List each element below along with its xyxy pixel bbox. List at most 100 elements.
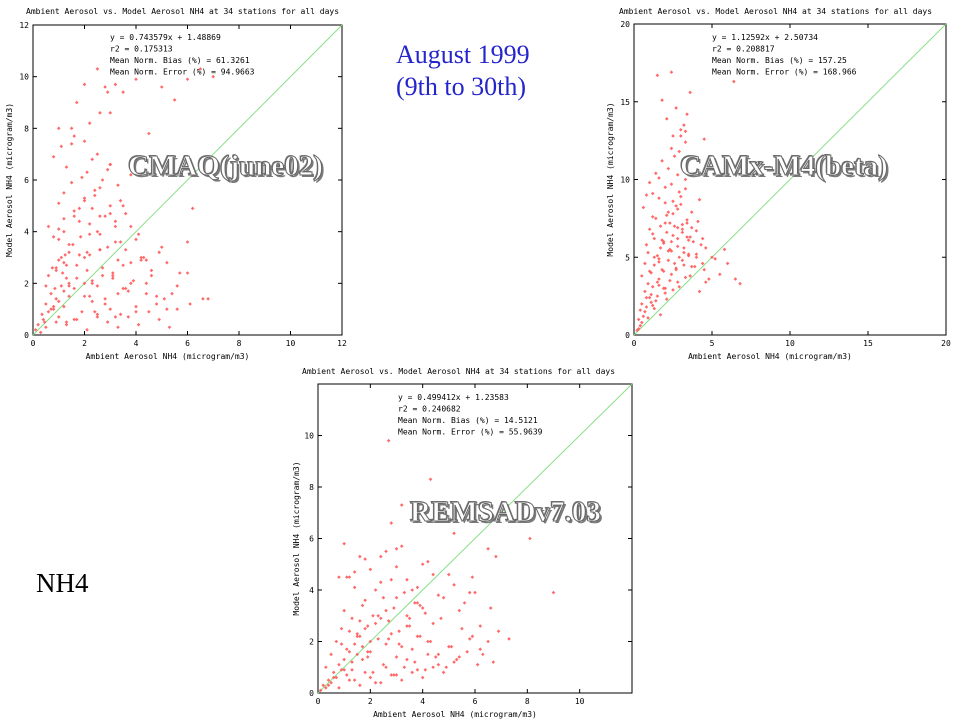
data-point [324, 686, 328, 690]
data-point [669, 182, 674, 186]
y-tick-label: 8 [24, 124, 29, 133]
data-point [449, 644, 454, 649]
data-point [399, 644, 404, 649]
data-point [394, 673, 399, 677]
data-point [113, 82, 118, 87]
data-point [144, 258, 149, 262]
data-point [384, 608, 388, 613]
data-point [679, 194, 683, 199]
data-point [129, 260, 133, 265]
data-point [666, 249, 671, 253]
data-point [149, 268, 154, 273]
data-point [646, 281, 650, 286]
data-point [431, 572, 435, 577]
data-point [635, 328, 639, 333]
data-point [644, 243, 649, 247]
data-point [680, 222, 685, 227]
data-point [67, 281, 71, 286]
data-point [337, 662, 341, 667]
data-point [646, 316, 650, 320]
data-point [51, 304, 56, 309]
data-point [154, 294, 159, 299]
regression-stat: Mean Norm. Bias (%) = 14.5121 [398, 416, 538, 425]
data-point [426, 559, 430, 564]
data-point [478, 647, 483, 652]
data-point [368, 650, 373, 654]
data-point [108, 162, 113, 167]
date-range-line1: August 1999 [396, 40, 530, 69]
data-point [56, 237, 61, 242]
data-point [129, 173, 133, 177]
data-point [703, 280, 708, 284]
data-point [441, 595, 446, 600]
data-point [123, 211, 128, 216]
data-point [664, 230, 669, 235]
data-point [134, 237, 138, 242]
data-point [647, 295, 652, 300]
data-point [454, 657, 459, 662]
data-point [33, 328, 38, 332]
regression-stat: r2 = 0.175313 [110, 45, 173, 54]
data-point [100, 266, 105, 270]
data-point [640, 302, 644, 306]
data-point [661, 286, 666, 291]
data-point [108, 211, 113, 216]
data-point [337, 686, 341, 690]
data-point [486, 639, 490, 644]
data-point [113, 219, 118, 224]
data-point [693, 264, 697, 269]
data-point [67, 284, 71, 288]
data-point [87, 294, 92, 299]
data-point [669, 272, 674, 277]
data-point [384, 549, 388, 554]
data-point [352, 678, 357, 682]
data-point [675, 244, 680, 249]
data-point [105, 167, 110, 172]
data-point [722, 247, 727, 252]
data-point [50, 266, 55, 270]
data-point [647, 269, 652, 274]
data-point [51, 235, 56, 239]
data-point [352, 585, 357, 590]
x-tick-label: 0 [31, 339, 36, 348]
data-point [69, 180, 74, 185]
data-point [318, 688, 323, 693]
data-point [67, 250, 71, 255]
data-point [95, 152, 100, 156]
data-point [379, 616, 383, 621]
data-point [486, 547, 490, 551]
data-point [54, 320, 58, 324]
data-point [738, 281, 742, 286]
data-point [350, 616, 354, 621]
data-point [136, 232, 141, 237]
data-point [116, 183, 120, 187]
y-tick-label: 10 [304, 432, 314, 441]
data-point [144, 291, 149, 296]
data-point [682, 250, 686, 255]
data-point [638, 308, 643, 312]
data-point [165, 307, 169, 311]
data-point [62, 216, 66, 221]
data-point [671, 288, 675, 292]
data-point [381, 662, 386, 667]
data-point [177, 271, 182, 275]
data-point [100, 178, 105, 182]
data-point [113, 240, 118, 244]
y-axis-label: Model Aerosol NH4 (microgram/m3) [5, 103, 14, 257]
data-point [413, 660, 417, 664]
y-tick-label: 20 [620, 20, 630, 29]
y-tick-label: 2 [309, 638, 314, 647]
data-point [337, 575, 341, 579]
data-point [674, 267, 678, 272]
y-tick-label: 2 [24, 279, 29, 288]
data-point [59, 284, 64, 288]
x-tick-label: 8 [237, 339, 242, 348]
data-point [98, 111, 102, 115]
data-point [90, 281, 95, 286]
data-point [376, 613, 380, 618]
data-point [326, 683, 331, 688]
data-point [90, 157, 95, 162]
data-point [121, 90, 125, 94]
data-point [355, 652, 360, 657]
x-axis-label: Ambient Aerosol NH4 (microgram/m3) [373, 710, 537, 719]
